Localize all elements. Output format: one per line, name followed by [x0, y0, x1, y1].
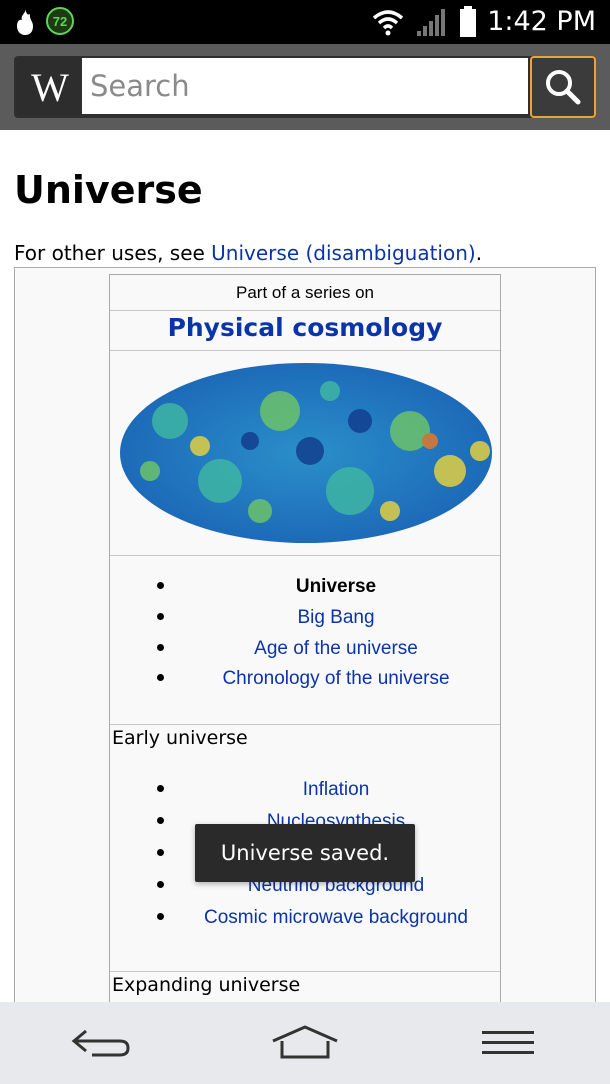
cmb-image[interactable] — [110, 351, 500, 556]
article-content: Universe For other uses, see Universe (d… — [0, 130, 610, 1002]
big-bang-link[interactable]: Big Bang — [297, 607, 375, 628]
badge-number: 72 — [52, 13, 68, 29]
list-item[interactable]: Big Bang — [110, 603, 500, 633]
early-universe-title: Early universe — [112, 727, 248, 749]
chronology-link[interactable]: Chronology of the universe — [222, 668, 450, 689]
search-bar: W — [14, 56, 596, 118]
infobox-list-main: Universe Big Bang Age of the universe Ch… — [110, 556, 500, 725]
list-item[interactable]: Cosmic microwave background — [110, 903, 500, 933]
flame-icon — [17, 8, 33, 35]
bullet — [157, 613, 164, 620]
search-button[interactable] — [530, 56, 596, 118]
bullet — [157, 785, 164, 792]
list-item[interactable]: Inflation — [110, 775, 500, 805]
series-label: Part of a series on — [110, 275, 500, 311]
back-icon — [71, 1029, 130, 1057]
menu-button[interactable] — [468, 1013, 548, 1073]
hatnote-prefix: For other uses, see — [14, 241, 212, 265]
infobox: Part of a series on Physical cosmology — [109, 274, 501, 1002]
back-button[interactable] — [62, 1013, 142, 1073]
bullet — [157, 913, 164, 920]
battery-icon — [460, 6, 477, 37]
status-bar: 72 1:42 PM — [0, 0, 610, 44]
wifi-icon — [373, 10, 404, 36]
bullet — [157, 582, 164, 589]
bullet — [157, 644, 164, 651]
toast-message: Universe saved. — [220, 841, 390, 865]
bullet — [157, 817, 164, 824]
page-title: Universe — [14, 168, 203, 212]
search-icon — [546, 70, 581, 105]
search-input[interactable] — [82, 58, 528, 114]
bullet — [157, 881, 164, 888]
home-button[interactable] — [265, 1013, 345, 1073]
list-item[interactable]: Age of the universe — [110, 634, 500, 664]
signal-icon — [417, 9, 446, 36]
status-left: 72 — [14, 6, 74, 36]
navigation-bar — [0, 1002, 610, 1084]
list-item-label: Universe — [295, 576, 377, 597]
list-item[interactable]: Chronology of the universe — [110, 664, 500, 694]
list-item: Universe — [110, 572, 500, 602]
app-bar: W — [0, 44, 610, 130]
hatnote: For other uses, see Universe (disambigua… — [14, 241, 482, 265]
logo-text: W — [31, 64, 69, 110]
status-right: 1:42 PM — [371, 4, 596, 40]
home-icon — [272, 1025, 338, 1059]
cmb-link[interactable]: Cosmic microwave background — [204, 907, 468, 928]
toast-notification: Universe saved. — [195, 824, 415, 882]
list-item[interactable] — [110, 839, 500, 869]
bullet — [157, 674, 164, 681]
cmb-map-image — [120, 363, 492, 543]
clock: 1:42 PM — [487, 6, 596, 37]
bullet — [157, 849, 164, 856]
battery-badge-icon: 72 — [46, 7, 74, 35]
wikipedia-logo-button[interactable]: W — [16, 58, 80, 116]
menu-icon — [482, 1031, 535, 1054]
age-of-universe-link[interactable]: Age of the universe — [254, 638, 418, 659]
expanding-universe-title: Expanding universe — [112, 974, 301, 996]
inflation-link[interactable]: Inflation — [302, 779, 370, 800]
disambiguation-link[interactable]: Universe (disambiguation) — [211, 241, 476, 265]
hatnote-suffix: . — [475, 241, 483, 265]
expanding-universe-section: Expanding universe — [110, 972, 500, 1002]
infobox-heading-link[interactable]: Physical cosmology — [110, 311, 500, 351]
early-universe-section: Early universe Inflation Nucleosynthesis… — [110, 725, 500, 972]
